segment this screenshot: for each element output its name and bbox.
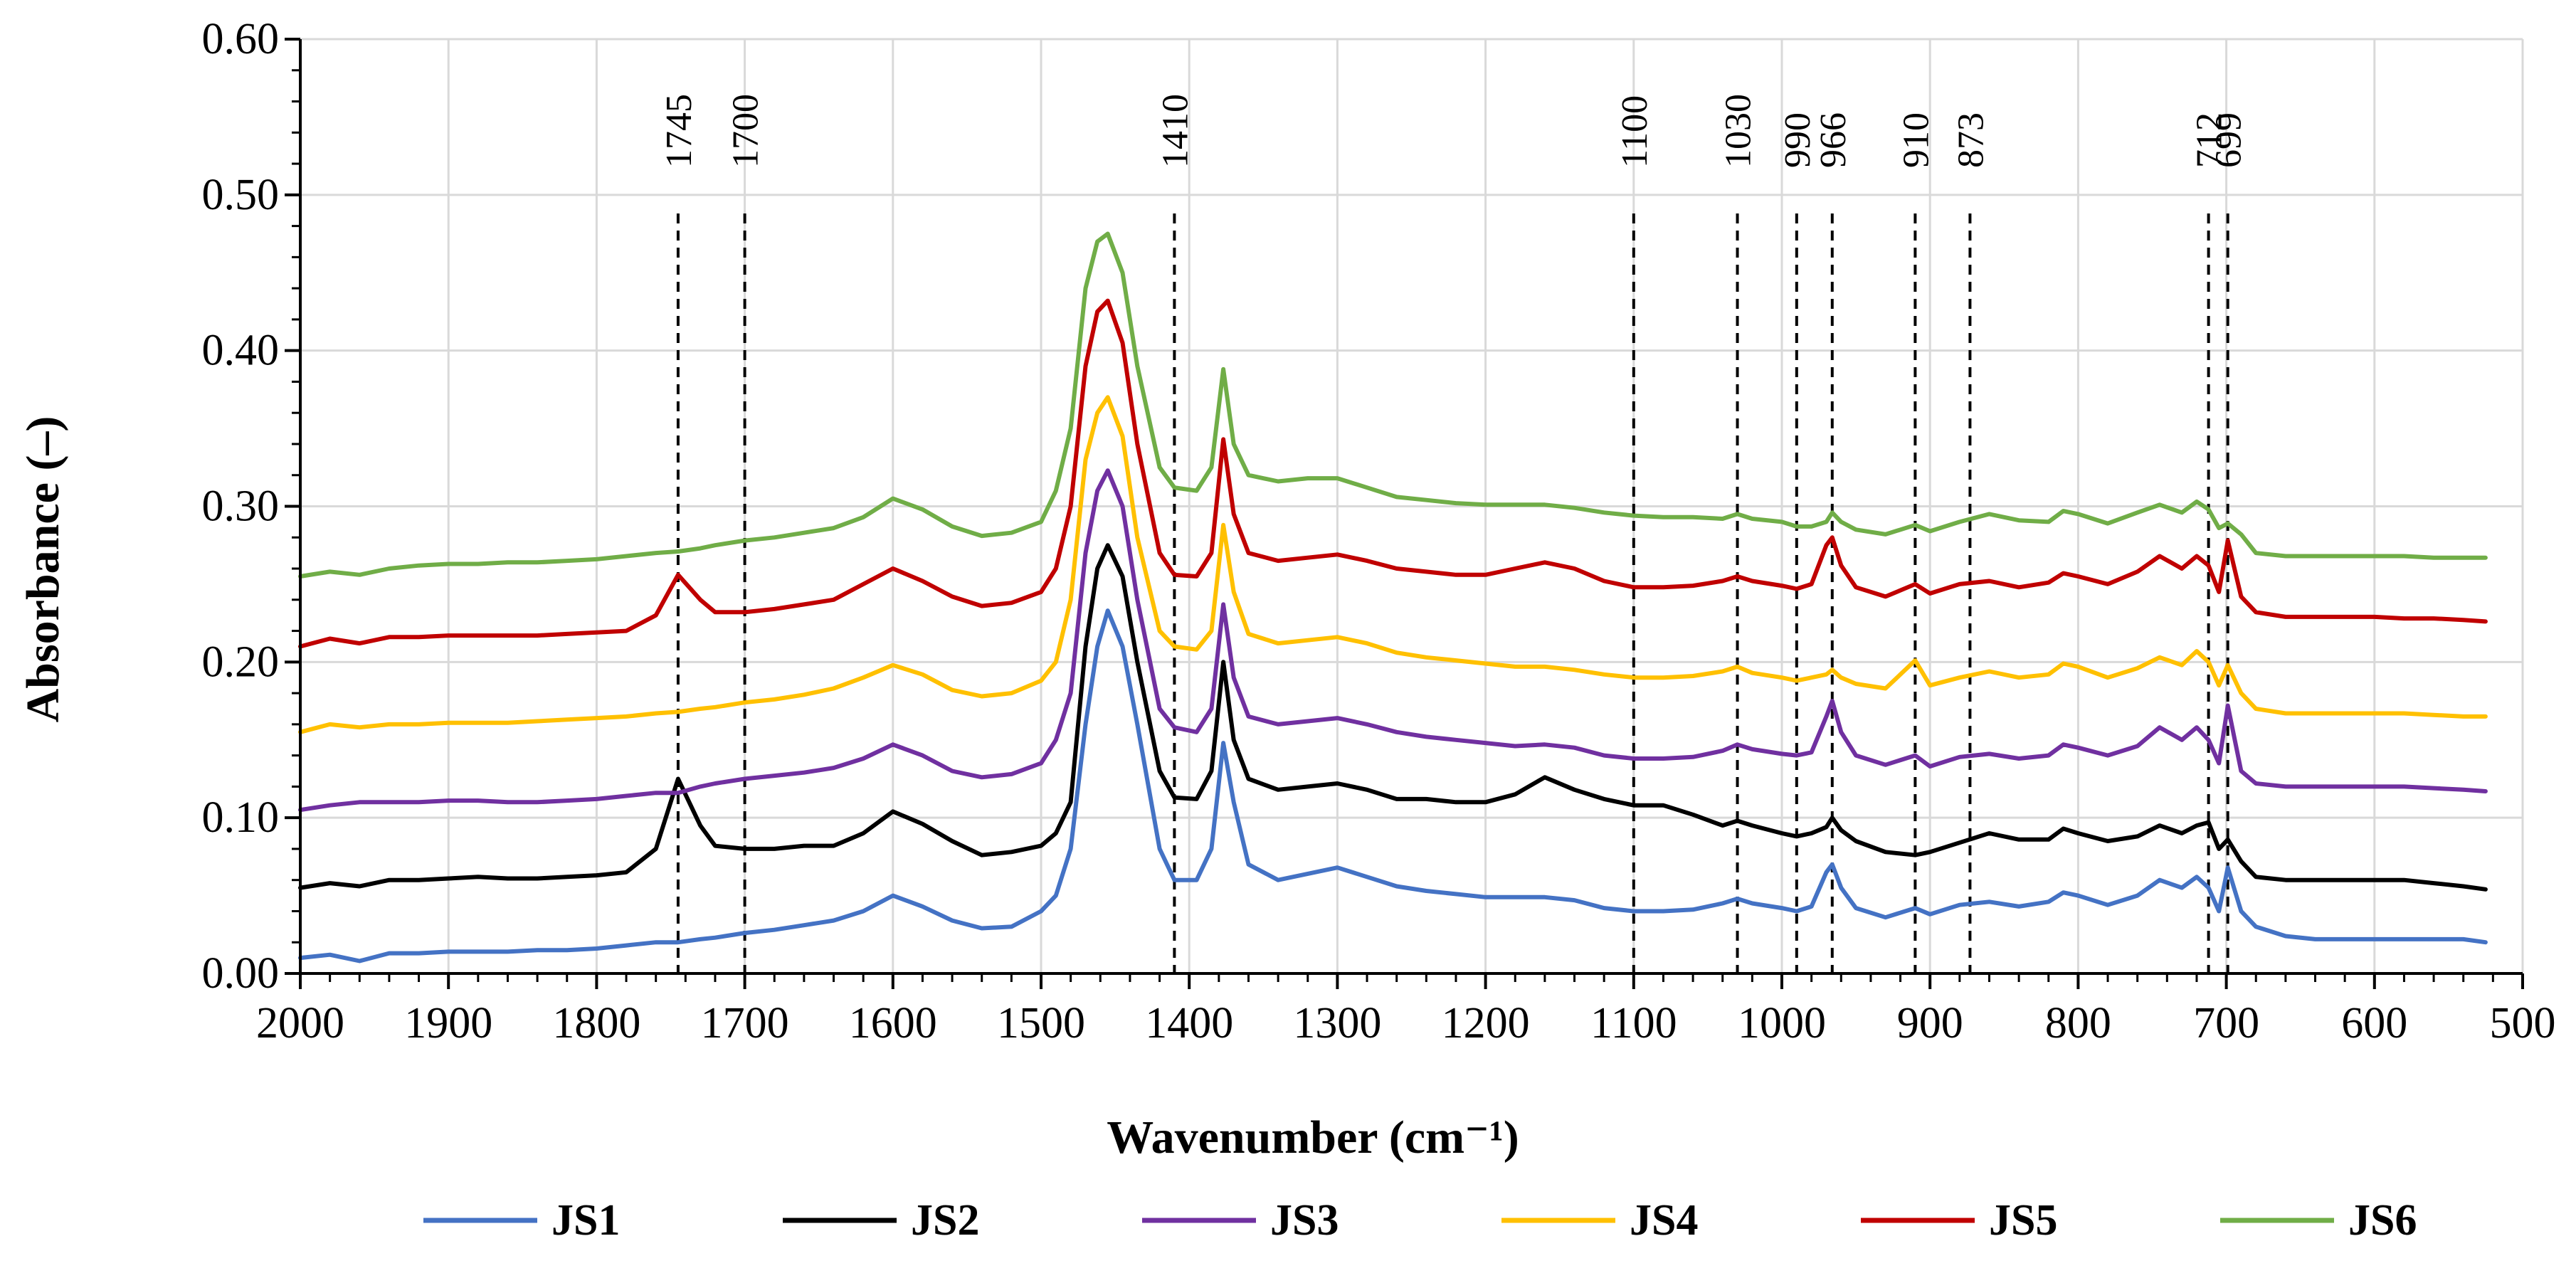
x-tick-label: 2000 [256,999,344,1047]
axis-layer [285,38,2524,989]
annotation-label: 1745 [659,94,700,168]
y-tick-label: 0.20 [202,638,280,686]
annotation-label: 1030 [1719,94,1759,168]
x-tick-label: 1900 [404,999,492,1047]
x-tick-label: 1000 [1738,999,1826,1047]
annotation-label: 873 [1951,112,1991,168]
legend-label-js4: JS4 [1630,1196,1698,1245]
legend-label-js6: JS6 [2348,1196,2417,1245]
tick-label-layer: 2000 1900 1800 1700 1600 1500 1400 1300 1200 1100… [202,15,2556,1047]
x-tick-label: 1500 [997,999,1085,1047]
x-tick-label: 600 [2341,999,2407,1047]
annotation-label: 1410 [1155,94,1195,168]
x-tick-label: 1800 [552,999,640,1047]
y-tick-label: 0.60 [202,15,280,63]
annotation-label: 966 [1813,112,1854,168]
y-tick-label: 0.50 [202,171,280,219]
annotation-label: 712 [2190,112,2230,168]
y-tick-label: 0.00 [202,949,280,998]
x-tick-label: 1700 [701,999,789,1047]
series-line-js5 [298,298,2488,649]
legend-label-js5: JS5 [1989,1196,2057,1245]
series-line-js4 [298,395,2488,734]
x-tick-label: 800 [2045,999,2111,1047]
annotation-label: 1700 [726,94,766,168]
legend-label-js3: JS3 [1270,1196,1339,1245]
series-layer [298,231,2488,963]
annotation-line-layer [676,213,2229,973]
annotation-label: 699 [2209,112,2249,168]
series-line-js3 [298,468,2488,813]
x-axis-title: Wavenumber (cm⁻¹) [1107,1112,1519,1163]
x-tick-label: 1600 [849,999,937,1047]
x-tick-label: 1200 [1442,999,1530,1047]
x-tick-label: 1300 [1293,999,1381,1047]
x-tick-label: 700 [2193,999,2259,1047]
x-tick-label: 1100 [1590,999,1677,1047]
legend-label-js2: JS2 [911,1196,979,1245]
x-tick-label: 1400 [1145,999,1233,1047]
y-tick-label: 0.10 [202,793,280,842]
series-line-js1 [298,608,2488,963]
annotation-label: 910 [1896,112,1936,168]
series-line-js2 [298,543,2488,892]
y-tick-label: 0.30 [202,482,280,531]
legend: JS1 JS2 JS3 JS4 JS5 JS6 [423,1196,2417,1245]
x-tick-label: 900 [1897,999,1963,1047]
x-tick-label: 500 [2490,999,2556,1047]
annotation-label: 990 [1778,112,1818,168]
series-line-js6 [298,231,2488,579]
legend-label-js1: JS1 [551,1196,620,1245]
annotation-label: 1100 [1615,95,1655,168]
y-tick-label: 0.40 [202,327,280,375]
grid-layer [300,38,2524,973]
y-axis-title: Absorbance (–) [17,416,69,723]
